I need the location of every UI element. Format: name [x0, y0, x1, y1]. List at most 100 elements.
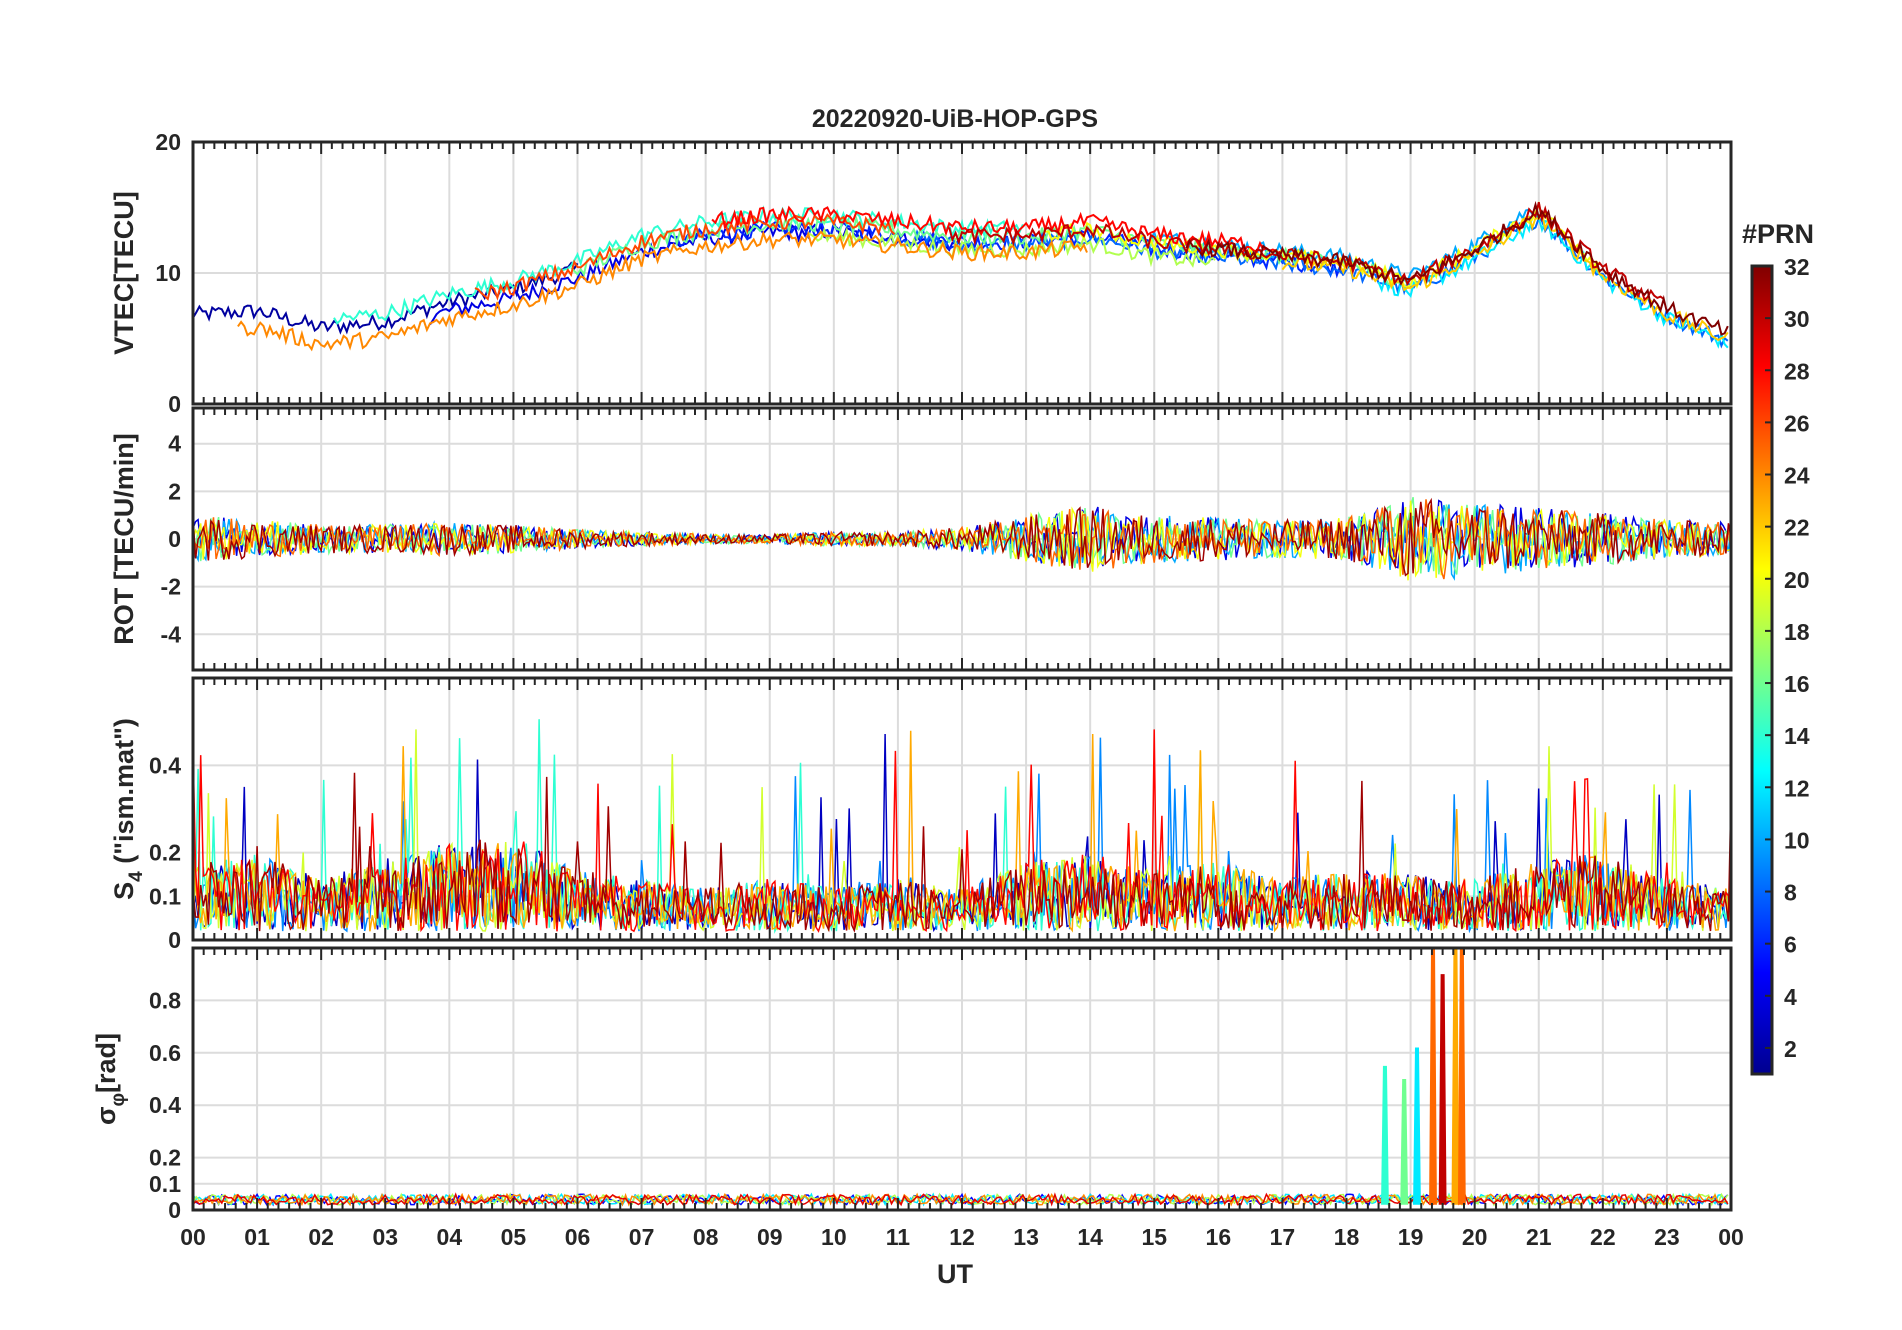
panel-4-traces: [192, 947, 1729, 1207]
x-tick-label: 05: [501, 1224, 527, 1250]
y-tick-label: 20: [155, 129, 181, 155]
y-axis-label-3: S4 ("ism.mat"): [109, 718, 147, 900]
panel-4-frame: [191, 946, 1733, 1212]
x-tick-label: 22: [1590, 1224, 1616, 1250]
x-tick-label: 09: [757, 1224, 783, 1250]
sigma-spike: [1413, 1047, 1421, 1205]
s4-trace-prn-28: [192, 729, 1732, 933]
x-tick-label: 04: [437, 1224, 463, 1250]
x-tick-label: 00: [1718, 1224, 1744, 1250]
y-tick-label: 4: [168, 431, 181, 457]
colorbar-tick-label: 12: [1784, 775, 1810, 801]
x-tick-label: 23: [1654, 1224, 1680, 1250]
x-tick-label: 21: [1526, 1224, 1552, 1250]
y-label-main: S: [109, 882, 139, 900]
colorbar-tick-label: 2: [1784, 1036, 1797, 1062]
x-tick-label: 13: [1013, 1224, 1039, 1250]
vtec-trace-prn-26: [474, 212, 896, 301]
y-tick-label: 0.6: [149, 1040, 181, 1066]
colorbar-gradient: [1750, 264, 1774, 1076]
sigma-spike: [1457, 947, 1466, 1205]
y-label-subscript: φ: [108, 1093, 129, 1107]
y-tick-label: 0.1: [149, 1171, 181, 1197]
y-tick-label: 0: [168, 1197, 181, 1223]
x-tick-label: 20: [1462, 1224, 1488, 1250]
y-axis-label-4: σφ[rad]: [91, 1033, 129, 1125]
y-label-rest: ("ism.mat"): [109, 718, 139, 871]
vtec-trace-prn-14: [333, 205, 1024, 325]
x-tick-label: 14: [1077, 1224, 1103, 1250]
colorbar-tick-label: 26: [1784, 410, 1810, 436]
x-tick-label: 17: [1270, 1224, 1296, 1250]
x-tick-label: 16: [1206, 1224, 1232, 1250]
colorbar-tick-label: 20: [1784, 567, 1810, 593]
rot-trace-prn-25: [192, 499, 1732, 580]
y-label-main: σ: [91, 1107, 121, 1125]
y-tick-label: 0.2: [149, 840, 181, 866]
panel-2-traces: [192, 497, 1732, 581]
vtec-trace-prn-24: [237, 230, 1088, 352]
rot-trace-prn-31: [192, 497, 1732, 577]
panel-3-frame: [191, 676, 1733, 942]
x-tick-label: 19: [1398, 1224, 1424, 1250]
y-axis-label-1: VTEC[TECU]: [109, 191, 139, 355]
colorbar-tick-label: 24: [1784, 463, 1810, 489]
x-tick-label: 18: [1334, 1224, 1360, 1250]
vtec-trace-prn-28: [711, 205, 1280, 255]
colorbar-tick-label: 30: [1784, 306, 1810, 332]
data-traces: [192, 200, 1732, 1207]
panel-4-grid: [192, 948, 1732, 1211]
y-axis-label-2: ROT [TECU/min]: [109, 433, 139, 644]
vtec-trace-prn-22: [1281, 210, 1729, 342]
y-tick-label: -4: [161, 621, 182, 647]
y-tick-label: 0.4: [149, 1092, 181, 1118]
colorbar-tick-label: 22: [1784, 515, 1810, 541]
y-tick-label: 0.8: [149, 987, 181, 1013]
colorbar-tick-label: 8: [1784, 880, 1797, 906]
sigma-spike: [1438, 974, 1447, 1205]
colorbar-tick-label: 28: [1784, 358, 1810, 384]
panel-3-traces: [192, 719, 1732, 934]
x-tick-label: 00: [180, 1224, 206, 1250]
colorbar-tick-label: 6: [1784, 932, 1797, 958]
y-tick-label: 0.1: [149, 883, 181, 909]
colorbar-tick-label: 16: [1784, 671, 1810, 697]
panel-1-traces: [192, 200, 1729, 352]
sigma-spike: [1429, 947, 1437, 1205]
vtec-trace-prn-32: [1185, 200, 1729, 336]
vtec-trace-prn-2: [192, 261, 579, 335]
sigma-spike: [1451, 947, 1460, 1205]
sigma-spike: [1400, 1078, 1409, 1205]
x-tick-label: 15: [1141, 1224, 1167, 1250]
x-tick-label: 08: [693, 1224, 719, 1250]
x-axis-label: UT: [937, 1259, 973, 1289]
panel-2-frame: [191, 406, 1733, 672]
colorbar-tick-label: 4: [1784, 984, 1797, 1010]
x-tick-label: 07: [629, 1224, 655, 1250]
x-tick-label: 02: [308, 1224, 334, 1250]
y-tick-label: 0.2: [149, 1145, 181, 1171]
y-label-subscript: 4: [126, 871, 147, 882]
x-tick-label: 06: [565, 1224, 591, 1250]
colorbar-tick-label: 10: [1784, 827, 1810, 853]
rot-trace-prn-16: [192, 497, 1732, 575]
x-tick-labels: 00 01 02 03 04 05 06 07 08 09 10 11 12 13 14 15 16 17 18 19…: [180, 1224, 1744, 1250]
y-tick-label: 0.4: [149, 752, 181, 778]
x-tick-label: 12: [949, 1224, 975, 1250]
y-label-rest: [rad]: [91, 1033, 121, 1093]
x-tick-label: 03: [372, 1224, 398, 1250]
panel-frames: [191, 140, 1733, 1212]
y-tick-label: 0: [168, 927, 181, 953]
x-tick-label: 10: [821, 1224, 847, 1250]
colorbar-tick-label: 18: [1784, 619, 1810, 645]
y-tick-label: 2: [168, 478, 181, 504]
panel-1-grid: [192, 141, 1732, 405]
y-tick-label: -2: [161, 574, 181, 600]
x-tick-label: 11: [886, 1224, 911, 1250]
chart-title: 20220920-UiB-HOP-GPS: [812, 105, 1098, 133]
sigma-spike: [1381, 1065, 1389, 1205]
